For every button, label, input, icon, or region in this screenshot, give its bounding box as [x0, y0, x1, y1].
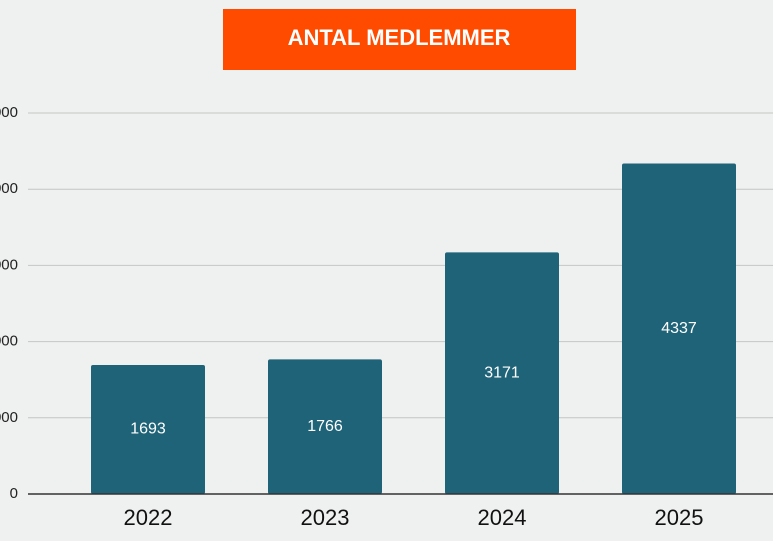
x-tick-label: 2023 [301, 505, 350, 530]
x-tick-label: 2024 [478, 505, 527, 530]
y-tick-label: 1000 [0, 409, 18, 426]
y-tick-label: 5000 [0, 104, 18, 121]
y-tick-label: 4000 [0, 180, 18, 197]
bar [91, 364, 205, 494]
x-tick-label: 2025 [655, 505, 704, 530]
value-label: 1693 [130, 421, 166, 438]
bar [268, 359, 382, 494]
x-tick-label: 2022 [124, 505, 173, 530]
y-tick-label: 0 [10, 485, 18, 502]
bar [445, 252, 559, 494]
value-label: 4337 [661, 320, 697, 337]
y-tick-label: 3000 [0, 256, 18, 273]
value-label: 1766 [307, 418, 343, 435]
bar [622, 163, 736, 494]
value-label: 3171 [484, 364, 520, 381]
y-tick-label: 2000 [0, 333, 18, 350]
chart-title: ANTAL MEDLEMMER [288, 25, 511, 50]
title-box [223, 9, 576, 70]
